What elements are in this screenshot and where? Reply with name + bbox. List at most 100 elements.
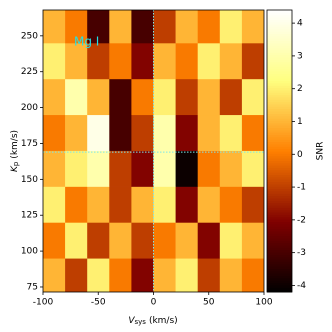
colorbar-step — [267, 223, 292, 227]
heatmap-cell — [241, 150, 264, 187]
colorbar-step — [267, 89, 292, 93]
colorbar-step — [267, 33, 292, 37]
colorbar-tick-label: 1 — [297, 117, 303, 127]
heatmap-cell — [65, 258, 88, 292]
colorbar-tick-label: 4 — [297, 19, 303, 29]
colorbar-step — [267, 125, 292, 128]
heatmap-cell — [65, 150, 88, 187]
colorbar-step — [267, 85, 292, 89]
colorbar-step — [267, 287, 292, 291]
heatmap-cell — [197, 150, 221, 187]
y-label-symbol: K — [10, 165, 20, 172]
y-tick-label: 250 — [21, 31, 38, 41]
heatmap-cell — [175, 222, 198, 259]
x-tick-label: 0 — [151, 298, 157, 308]
heatmap-cell — [153, 114, 176, 151]
colorbar-step — [267, 82, 292, 86]
colorbar-step — [267, 277, 292, 281]
colorbar-step — [267, 38, 292, 42]
y-tick-label: 175 — [21, 139, 38, 149]
colorbar-step — [267, 240, 292, 244]
colorbar-step — [267, 270, 292, 274]
colorbar-step — [267, 132, 292, 136]
colorbar-step — [267, 233, 292, 237]
heatmap-cell — [43, 10, 66, 44]
colorbar-step — [267, 92, 292, 96]
colorbar-step — [267, 64, 292, 67]
heatmap-cell — [197, 10, 221, 44]
colorbar-tick-label: -1 — [297, 183, 306, 193]
heatmap-cell — [175, 150, 198, 187]
colorbar-step — [267, 78, 292, 81]
heatmap-cell — [65, 43, 88, 80]
heatmap-cell — [153, 150, 176, 187]
colorbar-step — [267, 289, 292, 293]
colorbar-step — [267, 284, 292, 288]
colorbar-step — [267, 209, 292, 213]
y-tick-label: 150 — [21, 175, 38, 185]
colorbar-step — [267, 101, 292, 105]
heatmap-cell — [175, 78, 198, 116]
heatmap-cell — [219, 43, 243, 80]
colorbar-tick-label: 3 — [297, 51, 303, 61]
heatmap-cell — [219, 114, 243, 151]
y-tick-label: 200 — [21, 103, 38, 113]
colorbar-step — [267, 181, 292, 185]
heatmap-cell — [131, 10, 154, 44]
colorbar-step — [267, 68, 292, 72]
heatmap-cell — [197, 222, 221, 259]
colorbar-step — [267, 266, 292, 269]
colorbar-step — [267, 136, 292, 140]
colorbar-step — [267, 190, 292, 194]
heatmap-cell — [219, 186, 243, 223]
colorbar-step — [267, 158, 292, 161]
colorbar-step — [267, 129, 292, 133]
colorbar-step — [267, 108, 292, 112]
colorbar-step — [267, 61, 292, 65]
colorbar-step — [267, 143, 292, 147]
colorbar-step — [267, 167, 292, 171]
heatmap-cell — [43, 186, 66, 223]
heatmap-cell — [175, 186, 198, 223]
colorbar-step — [267, 57, 292, 60]
colorbar-step — [267, 183, 292, 187]
colorbar-step — [267, 146, 292, 150]
colorbar-step — [267, 160, 292, 164]
heatmap-cell — [153, 10, 176, 44]
heatmap-cell — [175, 258, 198, 292]
colorbar-tick-label: -3 — [297, 248, 306, 258]
heatmap-cell — [87, 78, 110, 116]
colorbar-step — [267, 122, 292, 126]
heatmap-cell — [65, 114, 88, 151]
colorbar-step — [267, 193, 292, 197]
heatmap-cell — [131, 186, 154, 223]
colorbar-step — [267, 247, 292, 251]
colorbar-step — [267, 96, 292, 100]
colorbar-step — [267, 153, 292, 157]
colorbar-step — [267, 165, 292, 168]
colorbar-step — [267, 59, 292, 63]
heatmap-cell — [131, 222, 154, 259]
colorbar-step — [267, 73, 292, 77]
colorbar-step — [267, 151, 292, 154]
heatmap-cell — [87, 222, 110, 259]
colorbar-step — [267, 10, 292, 13]
colorbar-tick-label: 0 — [297, 150, 303, 160]
colorbar-step — [267, 268, 292, 272]
colorbar-step — [267, 49, 292, 53]
heatmap-cell — [43, 150, 66, 187]
colorbar-step — [267, 228, 292, 232]
colorbar-step — [267, 155, 292, 159]
heatmap-cell — [87, 114, 110, 151]
colorbar-step — [267, 216, 292, 220]
colorbar-step — [267, 94, 292, 98]
colorbar-step — [267, 221, 292, 225]
colorbar-step — [267, 71, 292, 74]
y-axis-label: Kp (km/s) — [10, 130, 21, 172]
heatmap-cell — [197, 186, 221, 223]
heatmap-cell — [109, 150, 132, 187]
colorbar-step — [267, 87, 292, 91]
colorbar-step — [267, 54, 292, 58]
heatmap-cell — [219, 258, 243, 292]
heatmap-cell — [43, 222, 66, 259]
